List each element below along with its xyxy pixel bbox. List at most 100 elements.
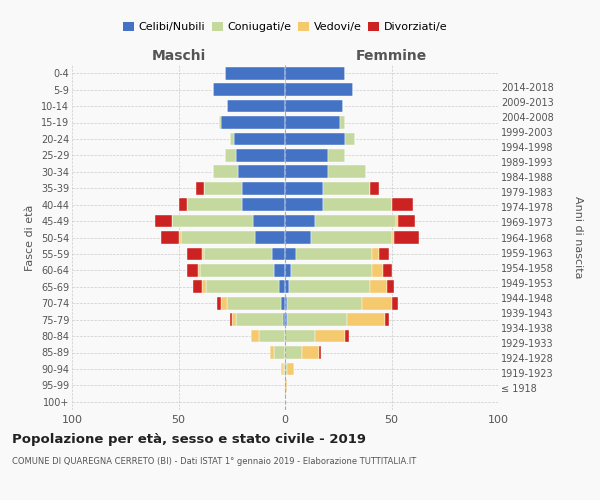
Bar	[227, 297, 281, 310]
Bar	[227, 100, 285, 112]
Bar	[196, 182, 204, 194]
Bar	[259, 330, 285, 342]
Bar	[285, 231, 311, 244]
Bar	[285, 149, 328, 162]
Bar	[285, 198, 323, 211]
Bar	[212, 83, 285, 96]
Bar	[315, 214, 396, 228]
Bar	[230, 132, 234, 145]
Bar	[230, 313, 232, 326]
Bar	[232, 313, 236, 326]
Text: Femmine: Femmine	[356, 50, 427, 64]
Bar	[285, 346, 302, 359]
Legend: Celibi/Nubili, Coniugati/e, Vedovi/e, Divorziati/e: Celibi/Nubili, Coniugati/e, Vedovi/e, Di…	[118, 17, 452, 36]
Bar	[272, 248, 285, 260]
Bar	[296, 248, 373, 260]
Bar	[274, 264, 285, 277]
Bar	[319, 346, 321, 359]
Text: COMUNE DI QUAREGNA CERRETO (BI) - Dati ISTAT 1° gennaio 2019 - Elaborazione TUTT: COMUNE DI QUAREGNA CERRETO (BI) - Dati I…	[12, 458, 416, 466]
Bar	[370, 182, 379, 194]
Bar	[287, 313, 347, 326]
Bar	[193, 280, 202, 293]
Bar	[285, 166, 328, 178]
Bar	[155, 214, 172, 228]
Bar	[387, 280, 394, 293]
Bar	[285, 132, 344, 145]
Bar	[283, 362, 285, 376]
Bar	[242, 198, 285, 211]
Bar	[234, 132, 285, 145]
Bar	[281, 362, 283, 376]
Bar	[285, 313, 287, 326]
Bar	[285, 379, 287, 392]
Bar	[285, 214, 315, 228]
Bar	[187, 264, 197, 277]
Bar	[236, 149, 285, 162]
Bar	[187, 248, 202, 260]
Bar	[385, 313, 389, 326]
Bar	[285, 280, 289, 293]
Bar	[206, 280, 278, 293]
Bar	[340, 116, 344, 129]
Bar	[285, 362, 287, 376]
Bar	[181, 231, 255, 244]
Y-axis label: Fasce di età: Fasce di età	[25, 204, 35, 270]
Bar	[202, 280, 206, 293]
Bar	[285, 182, 323, 194]
Bar	[285, 264, 292, 277]
Bar	[287, 297, 362, 310]
Bar	[398, 214, 415, 228]
Y-axis label: Anni di nascita: Anni di nascita	[573, 196, 583, 279]
Bar	[161, 231, 179, 244]
Bar	[396, 214, 398, 228]
Bar	[172, 214, 253, 228]
Bar	[392, 297, 398, 310]
Bar	[285, 100, 343, 112]
Bar	[278, 280, 285, 293]
Bar	[274, 346, 285, 359]
Bar	[344, 330, 349, 342]
Bar	[281, 297, 285, 310]
Bar	[394, 231, 419, 244]
Bar	[285, 330, 315, 342]
Bar	[392, 198, 413, 211]
Bar	[383, 264, 392, 277]
Bar	[373, 248, 379, 260]
Bar	[292, 264, 373, 277]
Bar	[221, 297, 227, 310]
Bar	[285, 116, 340, 129]
Bar	[255, 231, 285, 244]
Bar	[253, 214, 285, 228]
Bar	[236, 313, 283, 326]
Bar	[362, 297, 392, 310]
Bar	[251, 330, 259, 342]
Bar	[379, 248, 389, 260]
Bar	[285, 83, 353, 96]
Bar	[287, 362, 293, 376]
Bar	[285, 248, 296, 260]
Bar	[311, 231, 392, 244]
Bar	[302, 346, 319, 359]
Bar	[283, 313, 285, 326]
Bar	[344, 132, 355, 145]
Bar	[226, 67, 285, 80]
Bar	[238, 166, 285, 178]
Bar	[200, 264, 274, 277]
Bar	[285, 67, 344, 80]
Bar	[204, 182, 242, 194]
Bar	[226, 149, 236, 162]
Bar	[323, 182, 370, 194]
Bar	[212, 166, 238, 178]
Bar	[270, 346, 274, 359]
Bar	[197, 264, 200, 277]
Bar	[242, 182, 285, 194]
Bar	[373, 264, 383, 277]
Bar	[204, 248, 272, 260]
Bar	[315, 330, 344, 342]
Bar	[370, 280, 387, 293]
Bar	[187, 198, 242, 211]
Bar	[179, 198, 187, 211]
Bar	[285, 297, 287, 310]
Text: Maschi: Maschi	[151, 50, 206, 64]
Bar	[221, 116, 285, 129]
